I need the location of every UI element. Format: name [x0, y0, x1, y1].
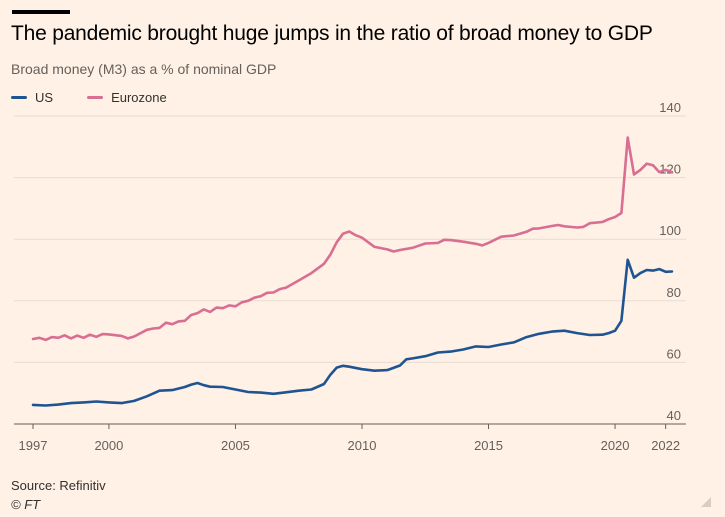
series-line-eurozone	[31, 136, 674, 342]
y-axis-ticks: 40 60 80 100 120 140	[659, 100, 681, 423]
x-tick-label: 2010	[348, 438, 377, 453]
legend-label-eurozone: Eurozone	[111, 90, 167, 105]
chart-legend: US Eurozone	[11, 90, 201, 105]
x-tick-label: 2005	[221, 438, 250, 453]
y-tick-label: 120	[659, 162, 681, 177]
x-tick-label: 1997	[19, 438, 48, 453]
series-lines	[31, 136, 674, 407]
y-tick-label: 100	[659, 223, 681, 238]
source-note: Source: Refinitiv	[11, 478, 106, 493]
y-tick-label: 80	[667, 285, 681, 300]
chart-title: The pandemic brought huge jumps in the r…	[11, 22, 653, 45]
x-tick-label: 2022	[651, 438, 680, 453]
series-line-us	[31, 258, 674, 407]
legend-swatch-us	[11, 96, 27, 99]
ft-top-bar	[12, 10, 70, 14]
gridlines	[14, 115, 686, 425]
legend-label-us: US	[35, 90, 54, 105]
chart-subtitle: Broad money (M3) as a % of nominal GDP	[11, 61, 277, 77]
x-tick-label: 2015	[474, 438, 503, 453]
legend-item-us: US	[11, 90, 53, 105]
x-axis-ticks: 1997 2000 2005 2010 2015 2020 2022	[19, 424, 680, 453]
y-tick-label: 40	[667, 408, 681, 423]
legend-item-eurozone: Eurozone	[87, 90, 167, 105]
y-tick-label: 140	[659, 100, 681, 115]
ft-credit: © FT	[11, 497, 41, 512]
x-tick-label: 2020	[601, 438, 630, 453]
legend-swatch-eurozone	[87, 96, 104, 99]
resize-corner-icon	[701, 497, 711, 507]
x-tick-label: 2000	[94, 438, 123, 453]
y-tick-label: 60	[667, 346, 681, 361]
